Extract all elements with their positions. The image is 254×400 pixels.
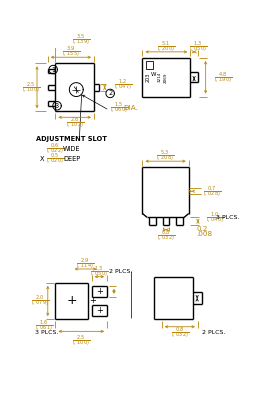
Text: .008: .008 — [196, 231, 213, 237]
Text: 2069: 2069 — [164, 72, 168, 82]
Text: $\mathsf{\frac{1.6}{(.061)}}$: $\mathsf{\frac{1.6}{(.061)}}$ — [36, 318, 54, 333]
Text: 3214: 3214 — [157, 72, 162, 82]
Text: $\mathsf{\frac{5.1}{(.200)}}$: $\mathsf{\frac{5.1}{(.200)}}$ — [157, 39, 176, 54]
Text: 3 PLCS.: 3 PLCS. — [36, 330, 59, 335]
Text: $\mathsf{\frac{1.0}{(.040)}}$: $\mathsf{\frac{1.0}{(.040)}}$ — [206, 210, 224, 225]
Text: X: X — [39, 156, 44, 162]
Text: $\mathsf{\frac{5.3}{(.208)}}$: $\mathsf{\frac{5.3}{(.208)}}$ — [156, 148, 175, 163]
Text: +: + — [96, 287, 103, 296]
Text: $\mathsf{\frac{2.6}{(.102)}}$: $\mathsf{\frac{2.6}{(.102)}}$ — [66, 115, 84, 130]
Text: $\mathsf{\frac{2.5}{(.100)}}$: $\mathsf{\frac{2.5}{(.100)}}$ — [72, 333, 90, 348]
Text: 203: 203 — [145, 72, 150, 82]
Text: $\mathsf{\frac{0.8}{(.032)}}$: $\mathsf{\frac{0.8}{(.032)}}$ — [157, 228, 175, 242]
Text: DEEP: DEEP — [63, 156, 81, 162]
Text: 3 PLCS.: 3 PLCS. — [216, 215, 239, 220]
Text: $\mathsf{\frac{0.8}{(.032)}}$: $\mathsf{\frac{0.8}{(.032)}}$ — [171, 326, 189, 340]
Text: W: W — [151, 72, 157, 78]
Text: ADJUSTMENT SLOT: ADJUSTMENT SLOT — [36, 136, 107, 142]
Text: $\mathsf{\frac{0.7}{(.028)}}$: $\mathsf{\frac{0.7}{(.028)}}$ — [202, 184, 221, 199]
Text: $\mathsf{\frac{1.3}{(.050)}}$: $\mathsf{\frac{1.3}{(.050)}}$ — [189, 39, 207, 54]
Text: +: + — [96, 306, 103, 315]
Text: $\mathsf{\frac{1.3}{(.050)}}$: $\mathsf{\frac{1.3}{(.050)}}$ — [90, 264, 108, 279]
Text: $\mathsf{\frac{0.5}{(.020)}}$: $\mathsf{\frac{0.5}{(.020)}}$ — [46, 152, 65, 166]
Text: 3: 3 — [55, 103, 59, 109]
Text: 2 PLCS.: 2 PLCS. — [202, 330, 225, 335]
Text: $\mathsf{\frac{0.6}{(.022)}}$: $\mathsf{\frac{0.6}{(.022)}}$ — [46, 142, 65, 156]
Text: $\mathsf{\frac{2.9}{(.114)}}$: $\mathsf{\frac{2.9}{(.114)}}$ — [76, 256, 95, 271]
Text: $\mathsf{\frac{1.5}{(.060)}}$: $\mathsf{\frac{1.5}{(.060)}}$ — [110, 101, 129, 116]
Text: $\mathsf{\frac{2.5}{(.100)}}$: $\mathsf{\frac{2.5}{(.100)}}$ — [22, 80, 40, 95]
Text: 2 PLCS.: 2 PLCS. — [109, 269, 133, 274]
Bar — [146, 61, 153, 69]
Text: +: + — [89, 296, 96, 306]
Text: 1: 1 — [51, 66, 55, 72]
Text: $\mathsf{\frac{1.2}{(.047)}}$: $\mathsf{\frac{1.2}{(.047)}}$ — [114, 78, 132, 92]
Text: 2: 2 — [108, 90, 112, 96]
Text: DIA.: DIA. — [123, 105, 138, 111]
Text: $\mathsf{\frac{2.0}{(.079)}}$: $\mathsf{\frac{2.0}{(.079)}}$ — [31, 294, 49, 308]
Text: $\mathsf{\frac{3.5}{(.139)}}$: $\mathsf{\frac{3.5}{(.139)}}$ — [72, 32, 90, 47]
Text: 0.2: 0.2 — [196, 226, 208, 232]
Text: WIDE: WIDE — [63, 146, 81, 152]
Text: +: + — [66, 294, 77, 308]
Text: $\mathsf{\frac{4.8}{(.190)}}$: $\mathsf{\frac{4.8}{(.190)}}$ — [214, 70, 232, 85]
Text: $\mathsf{\frac{3.9}{(.155)}}$: $\mathsf{\frac{3.9}{(.155)}}$ — [62, 44, 80, 59]
